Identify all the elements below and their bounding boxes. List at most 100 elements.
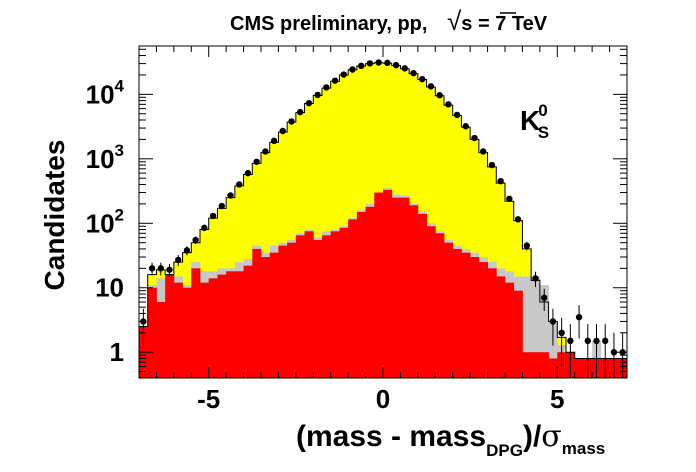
red-bar-46 <box>539 352 549 378</box>
gray-bar-47 <box>548 321 558 378</box>
axis-ticks <box>138 46 628 379</box>
data-point-41 <box>497 177 504 185</box>
data-point-14 <box>262 148 269 155</box>
red-bar-17 <box>287 242 297 378</box>
red-bar-4 <box>173 282 183 378</box>
data-point-29 <box>392 61 400 69</box>
total-bar-20 <box>313 95 323 378</box>
gray-bar-44 <box>522 276 532 378</box>
red-bar-43 <box>513 290 523 378</box>
data-point-5 <box>183 247 191 254</box>
red-bar-21 <box>322 235 332 378</box>
red-bar-26 <box>365 206 375 378</box>
x-tick-label: 0 <box>376 384 390 414</box>
data-point-2 <box>157 265 164 272</box>
data-points <box>140 59 626 378</box>
red-bar-19 <box>304 231 314 378</box>
red-bar-1 <box>147 287 157 378</box>
red-bar-41 <box>496 276 506 378</box>
red-bar-9 <box>217 274 227 378</box>
data-point-35 <box>445 101 452 108</box>
data-point-36 <box>453 111 461 119</box>
data-point-15 <box>270 137 278 145</box>
data-point-34 <box>436 92 443 99</box>
red-bar-16 <box>278 245 288 378</box>
red-bar-33 <box>426 226 436 378</box>
red-bar-39 <box>478 262 488 378</box>
red-bar-20 <box>313 240 323 378</box>
data-point-53 <box>602 337 609 345</box>
y-tick-label: 10 <box>95 273 124 303</box>
data-point-11 <box>236 181 243 188</box>
data-point-46 <box>541 294 548 301</box>
total-outline-path <box>139 62 627 359</box>
data-point-17 <box>288 118 295 125</box>
data-point-50 <box>575 313 583 321</box>
red-bar-25 <box>356 211 366 378</box>
y-tick-labels: 1 10 102 103 104 <box>86 76 125 367</box>
red-bar-23 <box>339 227 349 378</box>
red-bar-31 <box>409 205 419 378</box>
y-tick-label: 103 <box>86 141 124 174</box>
red-bar-24 <box>348 219 358 378</box>
data-point-13 <box>253 158 260 165</box>
data-point-26 <box>366 60 374 67</box>
red-bar-40 <box>487 268 497 378</box>
data-point-19 <box>305 99 313 107</box>
data-point-31 <box>410 69 417 77</box>
red-bar-29 <box>391 197 401 378</box>
x-axis-label: (mass - massDPG)/σmass <box>296 419 605 460</box>
data-point-3 <box>166 266 173 273</box>
red-bar-36 <box>452 248 462 378</box>
red-bar-35 <box>444 242 454 378</box>
histogram-total-outline <box>139 62 627 359</box>
red-bar-44 <box>522 352 532 378</box>
data-point-49 <box>567 337 574 345</box>
data-point-27 <box>375 59 382 66</box>
chart-title: CMS preliminary, pp, √s = 7 TeV <box>230 6 548 36</box>
red-bar-5 <box>182 287 192 378</box>
red-bar-18 <box>295 235 305 378</box>
red-bar-22 <box>330 231 340 378</box>
data-point-7 <box>201 224 208 232</box>
data-point-12 <box>244 169 252 177</box>
red-bar-8 <box>208 278 218 378</box>
data-point-38 <box>471 134 478 142</box>
red-bar-34 <box>435 233 445 378</box>
data-point-4 <box>175 256 182 264</box>
histogram-red-component <box>139 189 628 378</box>
red-bar-42 <box>505 282 515 378</box>
y-tick-label: 1 <box>110 337 124 367</box>
data-point-52 <box>593 337 600 345</box>
data-point-39 <box>480 148 487 155</box>
y-tick-label: 102 <box>86 205 124 238</box>
red-bar-27 <box>374 192 384 378</box>
data-point-30 <box>401 65 408 72</box>
data-point-28 <box>384 59 391 67</box>
gray-bar-46 <box>539 285 549 378</box>
red-bar-6 <box>191 268 201 378</box>
red-bar-10 <box>226 271 236 378</box>
y-axis-label: Candidates <box>39 140 70 291</box>
data-point-25 <box>358 62 365 70</box>
red-bar-50 <box>574 358 584 378</box>
red-bar-7 <box>200 282 210 378</box>
data-point-37 <box>462 123 469 130</box>
x-tick-label: -5 <box>197 384 220 414</box>
data-point-43 <box>514 216 522 223</box>
red-bar-47 <box>548 358 558 378</box>
data-point-24 <box>349 66 356 73</box>
data-point-42 <box>506 195 513 202</box>
data-point-9 <box>218 202 225 210</box>
red-bar-38 <box>470 256 480 378</box>
red-bar-45 <box>531 352 541 378</box>
y-tick-label: 104 <box>86 76 125 109</box>
data-point-8 <box>209 212 217 220</box>
red-bar-28 <box>383 189 393 378</box>
data-point-22 <box>331 77 339 84</box>
red-bar-13 <box>252 248 262 378</box>
red-bar-11 <box>234 271 244 378</box>
data-point-33 <box>427 83 435 90</box>
data-point-45 <box>532 275 539 282</box>
data-point-10 <box>227 192 234 199</box>
